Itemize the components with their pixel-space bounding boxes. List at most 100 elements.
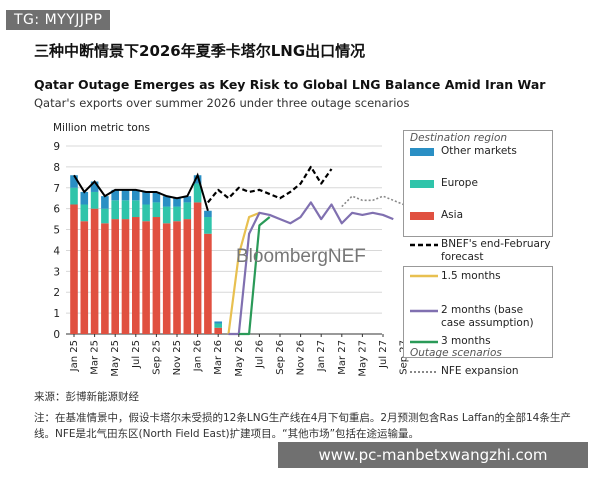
bar-other-Jun 25 <box>121 189 130 201</box>
bar-other-Feb 25 <box>80 191 89 205</box>
x-tick-label-May 26: May 26 <box>234 340 245 377</box>
swatch-1-5-months <box>410 274 438 278</box>
bar-europe-Apr 25 <box>101 208 109 224</box>
legend-destination-header: Destination region <box>410 132 508 144</box>
swatch-other <box>410 148 434 156</box>
series-line-bnef <box>207 165 333 204</box>
y-tick-label-7: 7 <box>53 183 60 195</box>
series-line-s2 <box>228 201 394 336</box>
chinese-title: 三种中断情景下2026年夏季卡塔尔LNG出口情况 <box>34 42 366 60</box>
y-tick-label-3: 3 <box>53 266 60 278</box>
x-tick-label-Jan 25: Jan 25 <box>69 340 80 372</box>
bar-asia-Dec 25 <box>183 219 192 334</box>
x-tick-label-Mar 27: Mar 27 <box>337 340 348 375</box>
bar-europe-Nov 25 <box>173 206 181 222</box>
bar-asia-Aug 25 <box>142 221 150 334</box>
x-tick-label-Nov 26: Nov 26 <box>296 340 307 375</box>
source-line: 来源：彭博新能源财经 <box>34 391 139 403</box>
x-tick-label-Sep 25: Sep 25 <box>151 340 162 375</box>
bar-asia-Jun 25 <box>121 219 130 334</box>
bar-other-Feb 26 <box>204 210 212 218</box>
legend-asia: Asia <box>441 209 464 221</box>
legend-bnef-forecast: BNEF's end-February forecast <box>441 238 551 263</box>
swatch-nfe <box>410 371 438 373</box>
y-axis-label: Million metric tons <box>53 122 150 134</box>
bar-asia-Jan 25 <box>70 204 78 334</box>
legend-3-months: 3 months <box>441 335 491 347</box>
bar-europe-Jan 25 <box>70 187 78 205</box>
bar-other-Jul 25 <box>132 189 140 201</box>
swatch-3-months <box>410 340 438 344</box>
bar-europe-Feb 25 <box>80 204 89 222</box>
bar-asia-Jan 26 <box>193 202 202 334</box>
series-line-nfe <box>341 195 404 208</box>
bar-other-May 25 <box>111 189 119 201</box>
series-line-s1_5 <box>227 211 260 335</box>
bar-asia-Apr 25 <box>101 223 109 334</box>
bar-europe-May 25 <box>111 200 119 220</box>
bar-asia-Sep 25 <box>152 217 161 334</box>
line-historical-total <box>73 172 209 212</box>
bar-asia-Mar 25 <box>90 208 99 334</box>
bar-europe-Jun 25 <box>121 200 130 220</box>
x-tick-label-Nov 25: Nov 25 <box>172 340 183 375</box>
x-tick-label-Jul 26: Jul 26 <box>254 340 265 369</box>
swatch-bnef-forecast <box>410 243 438 247</box>
footnote: 注：在基准情景中，假设卡塔尔未受损的12条LNG生产线在4月下旬重启。2月预测包… <box>34 412 571 440</box>
y-tick-label-4: 4 <box>53 245 60 257</box>
swatch-asia <box>410 212 434 220</box>
bar-asia-Jul 25 <box>132 217 140 334</box>
bar-asia-May 25 <box>111 219 119 334</box>
swatch-2-months <box>410 309 438 313</box>
bar-asia-Feb 26 <box>204 233 212 334</box>
chart-subtitle: Qatar's exports over summer 2026 under t… <box>34 96 410 110</box>
x-tick-label-Mar 25: Mar 25 <box>90 340 101 375</box>
x-tick-label-Jan 26: Jan 26 <box>193 340 204 372</box>
legend-scenarios-header: Outage scenarios <box>410 347 502 359</box>
bar-other-Mar 26 <box>214 321 222 324</box>
bar-europe-Oct 25 <box>162 206 171 224</box>
y-tick-label-9: 9 <box>53 141 60 153</box>
bar-europe-Aug 25 <box>142 204 150 222</box>
x-tick-label-May 25: May 25 <box>110 340 121 377</box>
bar-europe-Sep 25 <box>152 202 161 218</box>
bar-asia-Oct 25 <box>162 223 171 334</box>
bar-europe-Mar 26 <box>214 323 222 328</box>
x-tick-label-Mar 26: Mar 26 <box>213 340 224 375</box>
legend-1-5-months: 1.5 months <box>441 270 501 282</box>
y-tick-label-1: 1 <box>53 308 60 320</box>
x-tick-label-Jul 25: Jul 25 <box>131 340 142 369</box>
legend-2-months: 2 months (base case assumption) <box>441 304 534 329</box>
y-tick-label-6: 6 <box>53 204 60 216</box>
bar-other-Jan 25 <box>70 175 78 188</box>
bar-asia-Feb 25 <box>80 221 89 334</box>
bloombergnef-logo: BloombergNEF <box>236 246 366 267</box>
watermark-top: TG: MYYJJPP <box>6 10 111 30</box>
watermark-bottom: www.pc-manbetxwangzhi.com <box>278 442 588 468</box>
bar-europe-Feb 26 <box>204 217 212 234</box>
bar-other-Aug 25 <box>142 191 150 205</box>
bar-asia-Mar 26 <box>214 327 222 334</box>
x-tick-label-Jan 27: Jan 27 <box>316 340 327 372</box>
bar-europe-Jan 26 <box>193 183 202 203</box>
y-tick-label-8: 8 <box>53 162 60 174</box>
chart-title: Qatar Outage Emerges as Key Risk to Glob… <box>34 77 546 92</box>
bar-europe-Dec 25 <box>183 202 192 220</box>
bar-other-Nov 25 <box>173 198 181 207</box>
x-tick-label-Sep 26: Sep 26 <box>275 340 286 375</box>
bar-europe-Mar 25 <box>90 191 99 209</box>
bar-other-Dec 25 <box>183 196 192 203</box>
bar-asia-Nov 25 <box>173 221 181 334</box>
bar-other-Apr 25 <box>101 196 109 209</box>
legend-other-markets: Other markets <box>441 145 517 157</box>
bar-other-Mar 25 <box>90 181 99 192</box>
x-tick-label-May 27: May 27 <box>357 340 368 377</box>
bar-other-Oct 25 <box>162 196 171 207</box>
swatch-europe <box>410 180 434 188</box>
bar-other-Jan 26 <box>193 175 202 184</box>
bar-other-Sep 25 <box>152 191 161 203</box>
legend-europe: Europe <box>441 177 478 189</box>
x-tick-label-Jul 27: Jul 27 <box>378 340 389 369</box>
bar-europe-Jul 25 <box>132 200 140 218</box>
